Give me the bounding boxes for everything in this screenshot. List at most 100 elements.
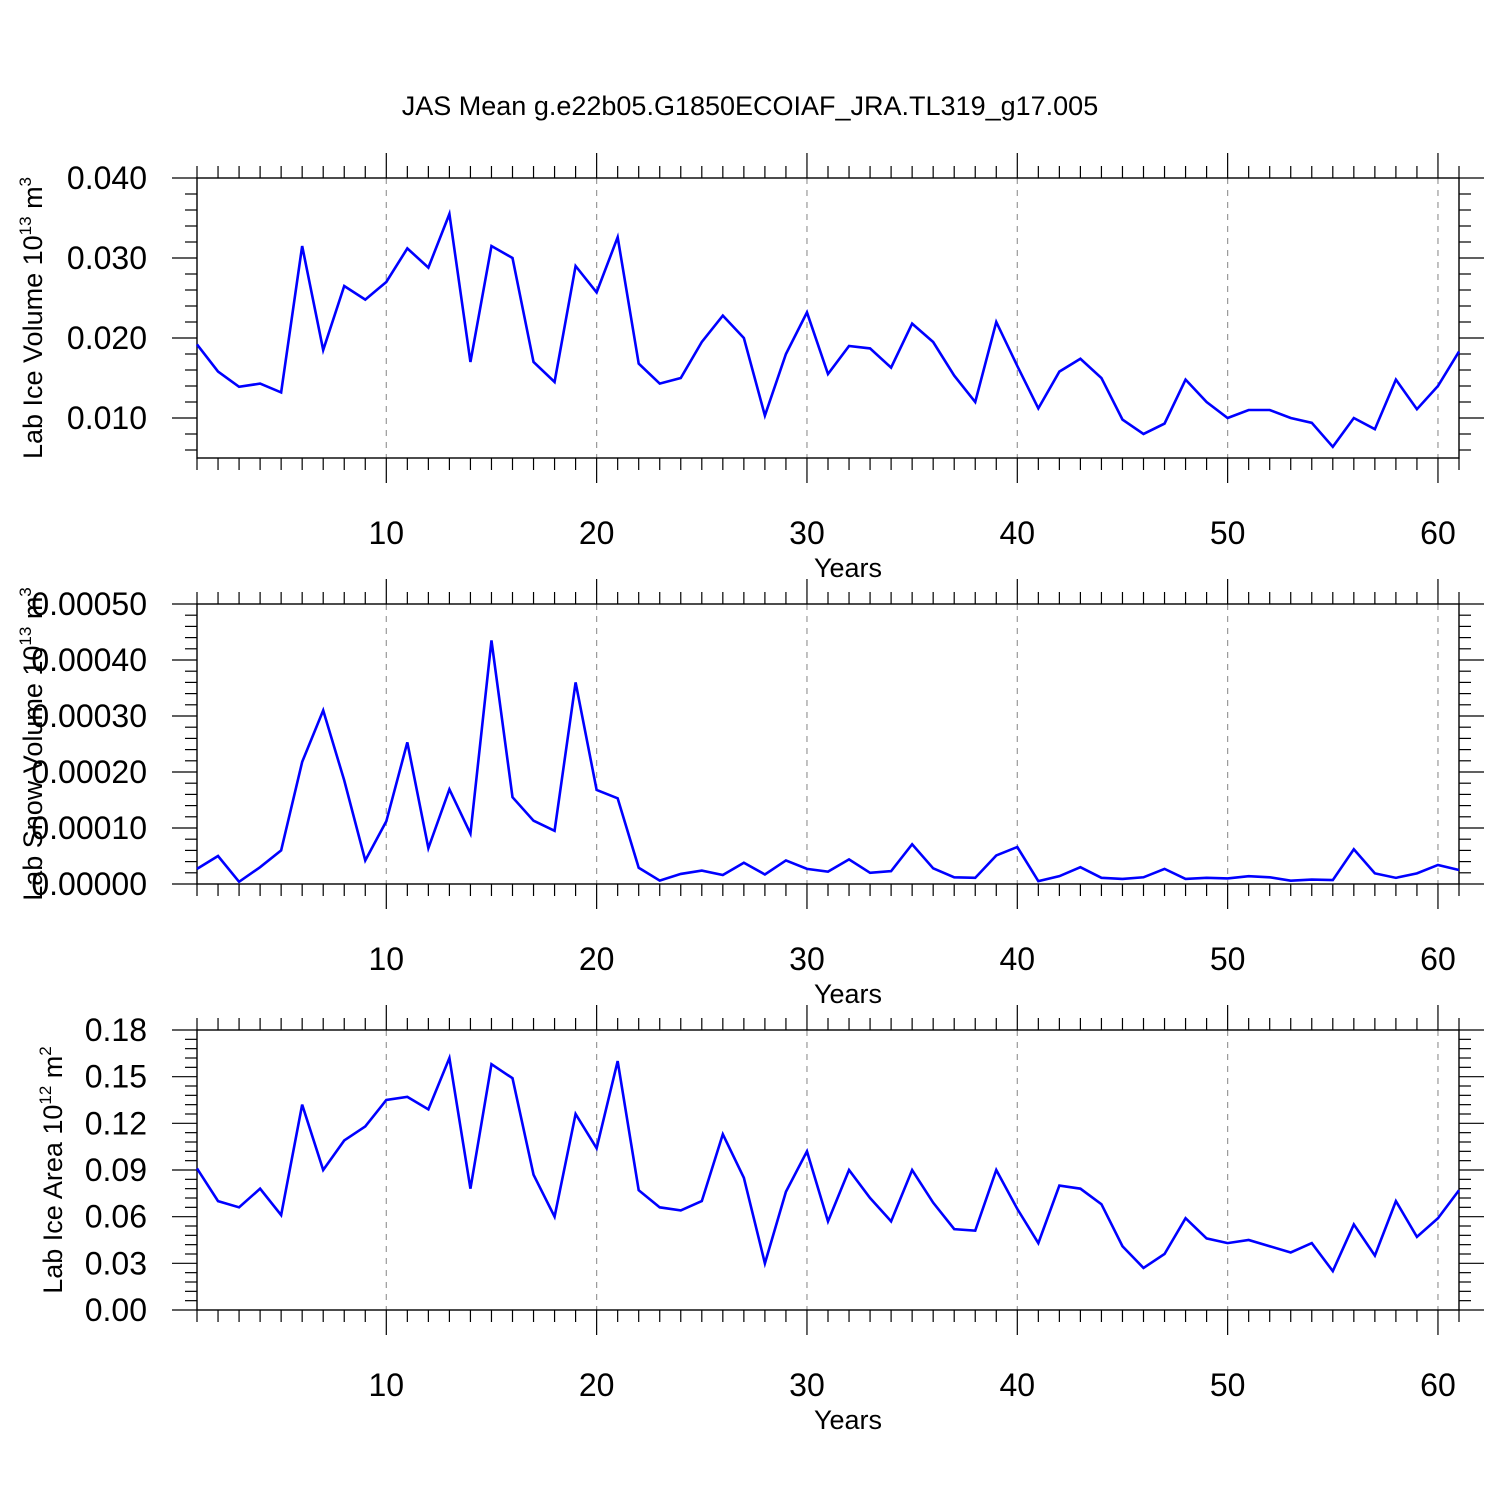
data-point (827, 1220, 829, 1222)
x-tick-label: 50 (1210, 1367, 1246, 1403)
data-point (1395, 1200, 1397, 1202)
data-point (385, 281, 387, 283)
data-point (1290, 1251, 1292, 1253)
data-point (1205, 1237, 1207, 1239)
y-tick-label: 0.09 (85, 1152, 147, 1188)
data-point (196, 868, 198, 870)
data-point (1290, 879, 1292, 881)
x-tick-label: 10 (369, 515, 405, 551)
data-point (511, 796, 513, 798)
data-point (974, 877, 976, 879)
data-point (259, 1187, 261, 1189)
y-axis-label-exponent: 13 (16, 627, 35, 646)
data-point (974, 401, 976, 403)
data-point (869, 872, 871, 874)
y-tick-label: 0.00050 (31, 586, 147, 622)
x-tick-label: 20 (579, 941, 615, 977)
data-point (1458, 350, 1460, 352)
x-tick-label: 60 (1420, 1367, 1456, 1403)
data-point (322, 709, 324, 711)
data-point (511, 1077, 513, 1079)
data-point (1142, 1267, 1144, 1269)
data-point (343, 285, 345, 287)
data-point (659, 1206, 661, 1208)
data-point (911, 1169, 913, 1171)
data-point (259, 866, 261, 868)
y-axis-label-unit-exponent: 3 (16, 587, 35, 596)
data-point (469, 361, 471, 363)
data-point (1353, 417, 1355, 419)
data-point (553, 1215, 555, 1217)
series-line (195, 1053, 1461, 1274)
x-tick-label: 30 (789, 515, 825, 551)
y-axis-label: Lab Ice Area 1012 m2 (36, 1046, 68, 1294)
data-point (911, 322, 913, 324)
data-point (553, 830, 555, 832)
data-point (1205, 401, 1207, 403)
data-point (743, 337, 745, 339)
x-tick-label: 10 (369, 941, 405, 977)
data-point (532, 361, 534, 363)
y-tick-label: 0.010 (67, 400, 147, 436)
data-point (259, 382, 261, 384)
data-point (1353, 848, 1355, 850)
data-point (974, 1229, 976, 1231)
data-point (280, 849, 282, 851)
data-point (238, 1206, 240, 1208)
y-tick-label: 0.00020 (31, 754, 147, 790)
data-point (1163, 422, 1165, 424)
data-point (1226, 417, 1228, 419)
data-point (1100, 1203, 1102, 1205)
data-point (427, 1108, 429, 1110)
data-point (364, 1125, 366, 1127)
data-point (953, 876, 955, 878)
data-point (722, 1133, 724, 1135)
data-point (743, 1177, 745, 1179)
data-point (322, 1169, 324, 1171)
panel-3: 0.00 0.03 0.06 0.09 0.12 0.15 0.18 10 20 30 40 50 60… (36, 1005, 1484, 1435)
series-line (196, 640, 1460, 884)
data-point (1163, 1253, 1165, 1255)
y-tick-label: 0.020 (67, 320, 147, 356)
data-point (1016, 365, 1018, 367)
data-point (280, 391, 282, 393)
y-axis-label-text: Lab Snow Volume 10 (18, 646, 48, 901)
data-point (638, 867, 640, 869)
data-point (1100, 377, 1102, 379)
y-tick-label: 0.00000 (31, 866, 147, 902)
data-point (827, 870, 829, 872)
data-point (469, 832, 471, 834)
data-point (1374, 428, 1376, 430)
data-point (1058, 875, 1060, 877)
data-point (806, 868, 808, 870)
data-point (196, 1167, 198, 1169)
data-point (595, 1147, 597, 1149)
data-point (764, 873, 766, 875)
data-point (638, 362, 640, 364)
y-tick-label: 0.12 (85, 1105, 147, 1141)
data-point (343, 1139, 345, 1141)
data-point (616, 1060, 618, 1062)
data-point (490, 1063, 492, 1065)
data-point (574, 681, 576, 683)
data-point (1079, 358, 1081, 360)
data-point (785, 859, 787, 861)
data-point (764, 1262, 766, 1264)
y-tick-label: 0.15 (85, 1059, 147, 1095)
data-point (785, 353, 787, 355)
data-point (701, 869, 703, 871)
data-point (1016, 1208, 1018, 1210)
data-point (385, 1099, 387, 1101)
data-point (1079, 1187, 1081, 1189)
y-tick-label: 0.040 (67, 160, 147, 196)
data-point (322, 349, 324, 351)
data-point (1100, 877, 1102, 879)
data-point (1437, 864, 1439, 866)
data-point (1247, 875, 1249, 877)
data-point (343, 779, 345, 781)
data-point (427, 266, 429, 268)
data-point (301, 761, 303, 763)
data-point (1142, 433, 1144, 435)
data-point (953, 1228, 955, 1230)
